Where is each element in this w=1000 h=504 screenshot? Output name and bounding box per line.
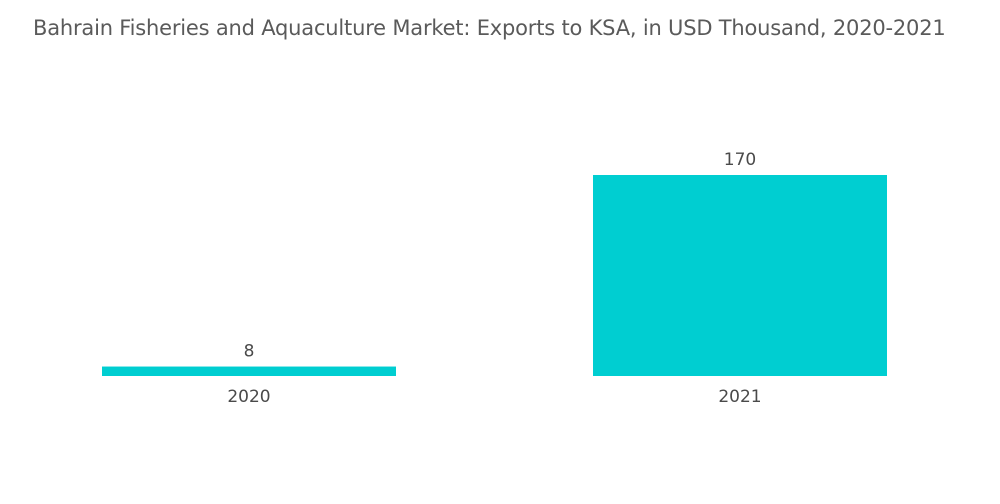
x-tick-label-2020: 2020 bbox=[227, 387, 270, 407]
data-label-2020: 8 bbox=[244, 342, 255, 362]
labels-layer: 8 2020 170 2021 bbox=[227, 150, 761, 407]
chart-title: Bahrain Fisheries and Aquaculture Market… bbox=[33, 16, 946, 40]
x-tick-label-2021: 2021 bbox=[718, 387, 761, 407]
bars-layer bbox=[102, 175, 887, 376]
bar-2020 bbox=[102, 366, 396, 376]
data-label-2021: 170 bbox=[724, 150, 756, 170]
bar-2021 bbox=[593, 175, 887, 376]
